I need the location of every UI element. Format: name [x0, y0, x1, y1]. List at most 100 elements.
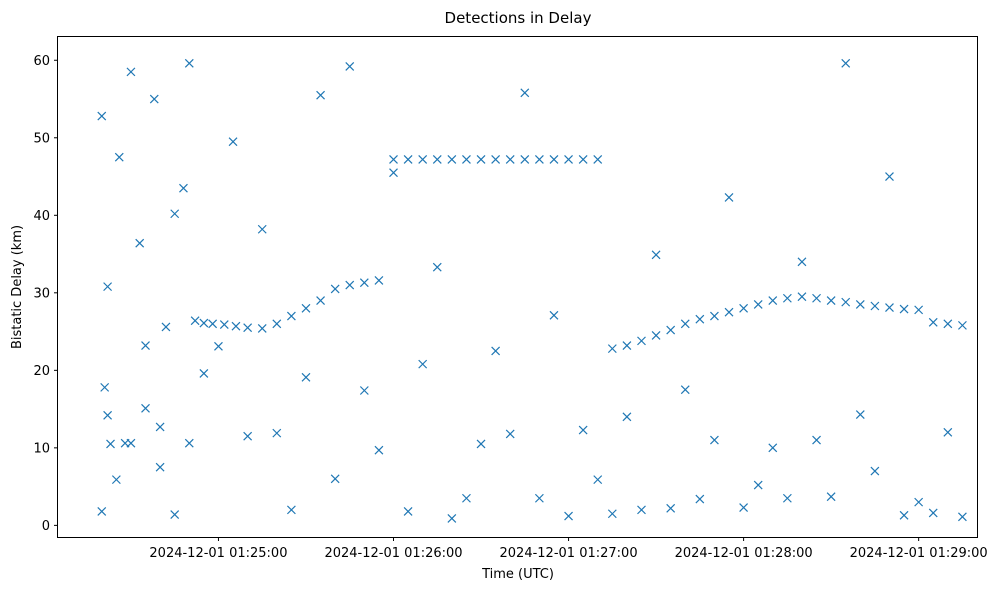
data-point — [111, 475, 121, 485]
data-point — [578, 155, 588, 164]
data-point — [243, 323, 253, 333]
x-tick-label: 2024-12-01 01:29:00 — [850, 546, 988, 561]
data-point — [170, 209, 180, 219]
x-tick-label: 2024-12-01 01:28:00 — [675, 546, 813, 561]
data-point — [564, 155, 573, 164]
data-point — [651, 250, 661, 260]
data-point — [549, 155, 559, 164]
data-point — [899, 510, 909, 520]
data-point — [680, 385, 690, 395]
data-point — [593, 475, 603, 485]
data-point — [753, 480, 763, 490]
data-point — [841, 297, 851, 307]
data-point — [768, 296, 778, 305]
data-point — [666, 503, 676, 513]
data-point — [447, 513, 457, 523]
data-point — [103, 410, 113, 420]
x-tick-label: 2024-12-01 01:26:00 — [324, 546, 462, 561]
data-point — [841, 58, 851, 68]
data-point — [622, 341, 632, 350]
data-point — [141, 403, 150, 413]
data-point — [505, 155, 515, 164]
data-point — [228, 137, 238, 147]
data-point — [812, 435, 821, 445]
data-point — [797, 292, 807, 302]
data-point — [208, 319, 218, 329]
data-point — [476, 439, 486, 449]
data-point — [403, 155, 413, 164]
data-point — [826, 296, 836, 305]
data-point — [447, 155, 457, 164]
data-point — [231, 321, 241, 331]
data-point — [753, 300, 763, 309]
data-point — [286, 505, 296, 515]
y-tick-label: 60 — [33, 54, 50, 69]
y-axis: 0 10 20 30 40 50 60 — [33, 54, 58, 534]
data-point — [330, 474, 340, 484]
data-point — [885, 303, 894, 312]
data-point — [106, 439, 115, 449]
data-point — [214, 341, 223, 351]
data-point — [695, 494, 705, 504]
data-point — [103, 282, 113, 292]
data-point — [768, 443, 778, 453]
data-point — [593, 155, 603, 164]
data-point — [739, 503, 749, 512]
y-tick-label: 10 — [33, 441, 50, 456]
data-point — [126, 67, 136, 77]
y-tick-label: 30 — [33, 286, 50, 301]
data-point — [100, 382, 110, 392]
data-point — [141, 341, 150, 350]
data-point — [272, 319, 282, 329]
data-point — [418, 359, 428, 369]
data-point — [549, 310, 559, 320]
data-point — [476, 155, 486, 164]
data-point — [243, 431, 253, 441]
data-point — [607, 344, 617, 354]
y-tick-label: 0 — [42, 519, 50, 534]
data-point — [184, 58, 194, 68]
data-point — [928, 317, 938, 327]
x-axis-label: Time (UTC) — [481, 567, 554, 582]
data-point — [943, 319, 953, 329]
data-point — [607, 509, 617, 519]
data-point — [578, 425, 588, 435]
data-point — [899, 304, 909, 314]
x-axis: 2024-12-01 01:25:00 2024-12-01 01:26:00 20… — [149, 537, 988, 561]
data-point — [359, 278, 369, 288]
data-point — [666, 325, 676, 335]
data-point — [374, 445, 384, 455]
data-point — [374, 275, 384, 285]
data-point — [155, 422, 165, 432]
data-point — [170, 510, 180, 519]
data-point — [943, 427, 953, 437]
data-point — [797, 257, 807, 267]
data-point — [534, 493, 544, 503]
data-point — [219, 320, 229, 330]
data-point — [695, 314, 705, 324]
data-point — [724, 307, 734, 317]
data-point — [286, 311, 296, 321]
data-point — [97, 111, 107, 121]
data-point — [914, 305, 924, 315]
data-point — [491, 155, 501, 164]
data-point — [301, 372, 311, 382]
data-point — [199, 369, 209, 378]
data-point — [184, 438, 194, 448]
data-point — [491, 346, 501, 356]
data-point — [257, 324, 267, 333]
data-point — [637, 505, 646, 515]
data-point — [462, 155, 471, 164]
data-point — [418, 155, 428, 164]
data-point — [564, 511, 573, 521]
y-tick-label: 40 — [33, 209, 50, 224]
data-point — [316, 296, 325, 305]
data-point — [149, 94, 159, 104]
x-tick-label: 2024-12-01 01:25:00 — [149, 546, 287, 561]
data-point — [957, 512, 967, 522]
data-point — [432, 262, 442, 272]
data-point — [114, 152, 124, 162]
data-point — [710, 435, 719, 445]
data-point — [710, 311, 719, 321]
